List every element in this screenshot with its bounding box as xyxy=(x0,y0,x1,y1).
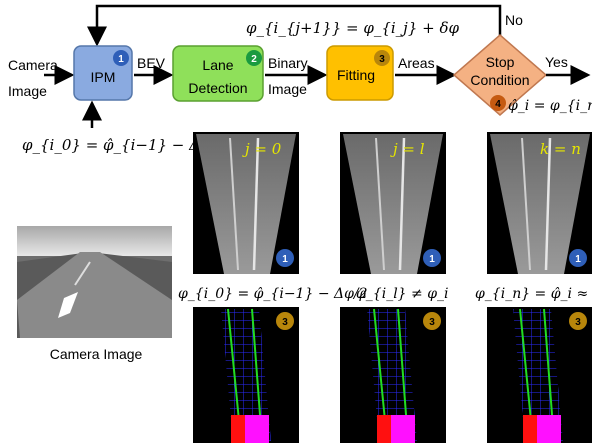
svg-text:3: 3 xyxy=(379,54,385,65)
svg-text:1: 1 xyxy=(282,254,288,265)
init-equation: φ_{i_0} = φ̂_{i−1} − Δφ/2 xyxy=(22,136,225,154)
bev-index-label-2: j = l xyxy=(390,140,425,158)
svg-text:1: 1 xyxy=(575,254,581,265)
badge-3 xyxy=(374,50,390,66)
badge-1 xyxy=(113,50,129,66)
stop-condition-block: Stop Condition 4 xyxy=(452,34,548,116)
final-equation: φ̂_i = φ_{i_n} xyxy=(508,98,592,114)
bev-index-label-1: j = 0 xyxy=(242,140,282,158)
caption-3: φ_{i_n} = φ̂_i ≈ φ_i xyxy=(475,286,592,302)
yes-label: Yes xyxy=(545,54,568,70)
fit-badge-2 xyxy=(423,312,441,330)
binary-label-2: Image xyxy=(268,81,307,97)
bev-badge-2 xyxy=(423,249,441,267)
bev-badge-3 xyxy=(569,249,587,267)
update-equation: φ_{i_{j+1}} = φ_{i_j} + δφ xyxy=(246,19,460,37)
svg-text:Detection: Detection xyxy=(188,80,247,96)
camera-input-label-2: Image xyxy=(8,83,47,99)
fitting-block: Fitting 3 xyxy=(326,45,394,101)
bev-badge-1 xyxy=(276,249,294,267)
camera-caption: Camera Image xyxy=(50,346,143,362)
bev-label: BEV xyxy=(137,55,166,71)
fit-badge-1 xyxy=(276,312,294,330)
fitting-panel-1: 3 xyxy=(193,307,299,443)
bev-index-label-3: k = n xyxy=(540,140,581,158)
camera-image xyxy=(17,226,172,338)
bev-panel-2: j = l 1 xyxy=(340,132,446,274)
svg-text:3: 3 xyxy=(282,317,288,328)
binary-label: Binary xyxy=(268,55,308,71)
caption-2: φ_{i_l} ≠ φ_i xyxy=(356,286,448,302)
svg-text:Fitting: Fitting xyxy=(337,67,375,83)
svg-text:1: 1 xyxy=(118,54,124,65)
svg-text:2: 2 xyxy=(251,54,257,65)
fit-badge-3 xyxy=(569,312,587,330)
svg-text:1: 1 xyxy=(429,254,435,265)
ipm-label: IPM xyxy=(91,69,116,85)
svg-text:Stop: Stop xyxy=(486,54,515,70)
badge-4 xyxy=(490,95,506,111)
svg-text:Condition: Condition xyxy=(470,72,529,88)
fitting-panel-2: 3 xyxy=(340,307,446,443)
svg-text:Lane: Lane xyxy=(202,57,233,73)
svg-text:3: 3 xyxy=(429,317,435,328)
lane-detection-block: Lane Detection 2 xyxy=(172,45,264,102)
camera-input-label: Camera xyxy=(8,57,58,73)
ipm-block: IPM 1 xyxy=(73,45,133,101)
caption-1: φ_{i_0} = φ̂_{i−1} − Δφ/2 xyxy=(178,286,368,302)
fitting-panel-3: 3 xyxy=(487,307,592,443)
bev-panel-3: k = n 1 xyxy=(487,132,592,274)
badge-2 xyxy=(246,50,262,66)
feedback-loop-line xyxy=(87,4,502,48)
bev-panel-1: j = 0 1 xyxy=(193,132,299,274)
areas-label: Areas xyxy=(398,55,435,71)
svg-text:4: 4 xyxy=(495,99,501,110)
svg-text:3: 3 xyxy=(575,317,581,328)
no-label: No xyxy=(505,12,523,28)
